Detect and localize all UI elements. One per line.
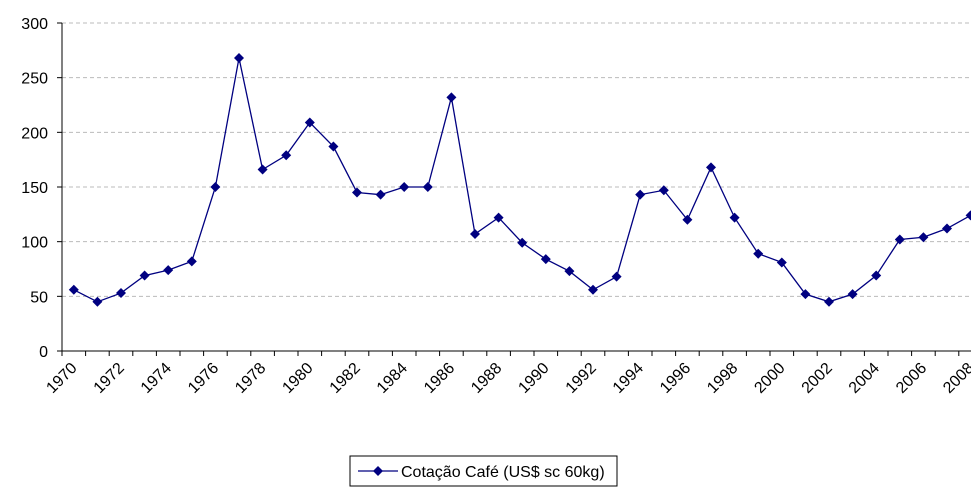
x-tick-label: 1978 [232, 360, 269, 397]
point [446, 92, 457, 103]
point [824, 296, 834, 307]
point [847, 289, 858, 300]
y-tick-label: 0 [39, 344, 48, 361]
point [540, 254, 551, 265]
point [564, 266, 575, 277]
point [116, 288, 126, 299]
point [517, 237, 528, 248]
point [470, 229, 480, 240]
point [68, 284, 79, 295]
point [871, 270, 882, 281]
x-tick-label: 1996 [657, 360, 694, 397]
x-tick-label: 1982 [327, 360, 364, 397]
y-tick-label: 100 [21, 235, 48, 252]
point [493, 212, 504, 223]
x-tick-label: 1970 [43, 360, 80, 397]
x-tick-label: 1994 [610, 360, 647, 397]
legend-marker [373, 466, 383, 476]
y-tick-label: 300 [21, 16, 48, 33]
x-tick-label: 2000 [751, 360, 788, 397]
point [753, 248, 764, 259]
point [375, 189, 386, 200]
point [304, 117, 315, 128]
y-tick-label: 200 [21, 125, 48, 142]
point [139, 270, 150, 281]
point [706, 162, 716, 173]
point [234, 52, 244, 63]
x-tick-label: 1990 [515, 360, 552, 397]
point [800, 289, 811, 300]
point [918, 232, 929, 243]
x-tick-label: 1998 [704, 360, 741, 397]
point [611, 271, 622, 282]
point [658, 185, 669, 196]
point [281, 150, 292, 161]
x-tick-label: 1980 [279, 360, 316, 397]
point [163, 265, 174, 276]
x-tick-label: 1984 [374, 360, 411, 397]
point [635, 189, 646, 200]
x-tick-label: 1988 [468, 360, 505, 397]
x-tick-label: 1986 [421, 360, 458, 397]
point [776, 257, 787, 268]
point [186, 256, 197, 267]
point [729, 212, 740, 223]
x-tick-label: 2002 [799, 360, 836, 397]
point [942, 223, 952, 234]
point [422, 182, 433, 192]
y-tick-label: 50 [30, 289, 48, 306]
axes: 0 50 100 150 200 250 300 1970 1972 1974 1976 1978 19… [21, 16, 971, 397]
x-tick-label: 2004 [846, 360, 883, 397]
y-tick-label: 150 [21, 180, 48, 197]
legend-label: Cotação Café (US$ sc 60kg) [401, 464, 605, 481]
point [399, 182, 410, 192]
x-tick-label: 2006 [893, 360, 930, 397]
point [328, 141, 339, 152]
point [965, 210, 971, 221]
point [894, 234, 905, 245]
x-tick-label: 1976 [185, 360, 222, 397]
point [257, 164, 268, 175]
grid [62, 22, 971, 297]
x-tick-label: 1972 [91, 360, 128, 397]
point [682, 214, 693, 225]
marks [68, 52, 971, 307]
x-tick-label: 1992 [563, 360, 600, 397]
point [352, 187, 362, 198]
point [210, 182, 221, 192]
legend: Cotação Café (US$ sc 60kg) [349, 455, 618, 487]
point [588, 284, 598, 295]
y-tick-label: 250 [21, 71, 48, 88]
point [92, 296, 103, 307]
x-tick-label: 1974 [138, 360, 175, 397]
x-tick-label: 2008 [940, 360, 971, 397]
series-line [73, 57, 971, 303]
